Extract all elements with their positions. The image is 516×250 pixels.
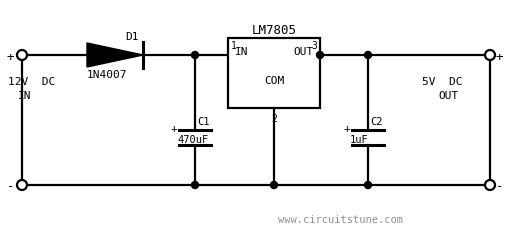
Text: 12V  DC: 12V DC <box>8 77 55 87</box>
Text: OUT: OUT <box>438 91 458 101</box>
Text: 1N4007: 1N4007 <box>87 70 127 80</box>
Text: +: + <box>496 50 504 64</box>
Text: -: - <box>7 180 14 194</box>
Text: 470uF: 470uF <box>177 135 208 145</box>
Text: COM: COM <box>264 76 284 86</box>
Text: +: + <box>7 50 14 64</box>
Bar <box>228 38 320 108</box>
Circle shape <box>270 182 278 188</box>
Circle shape <box>191 182 199 188</box>
Text: IN: IN <box>235 47 249 57</box>
Text: C1: C1 <box>197 117 209 127</box>
Text: IN: IN <box>18 91 31 101</box>
Text: 1uF: 1uF <box>350 135 369 145</box>
Text: -: - <box>496 180 504 194</box>
Text: www.circuitstune.com: www.circuitstune.com <box>278 215 402 225</box>
Circle shape <box>17 180 27 190</box>
Circle shape <box>485 50 495 60</box>
Polygon shape <box>87 43 143 67</box>
Text: +: + <box>171 124 178 134</box>
Text: 2: 2 <box>271 114 277 124</box>
Text: +: + <box>344 124 350 134</box>
Circle shape <box>17 50 27 60</box>
Circle shape <box>316 52 324 59</box>
Text: C2: C2 <box>370 117 382 127</box>
Text: LM7805: LM7805 <box>251 24 297 36</box>
Text: 5V  DC: 5V DC <box>422 77 462 87</box>
Text: 3: 3 <box>311 41 317 51</box>
Text: D1: D1 <box>125 32 138 42</box>
Circle shape <box>191 52 199 59</box>
Text: OUT: OUT <box>294 47 314 57</box>
Circle shape <box>485 180 495 190</box>
Circle shape <box>364 52 372 59</box>
Text: 1: 1 <box>231 41 237 51</box>
Circle shape <box>364 182 372 188</box>
